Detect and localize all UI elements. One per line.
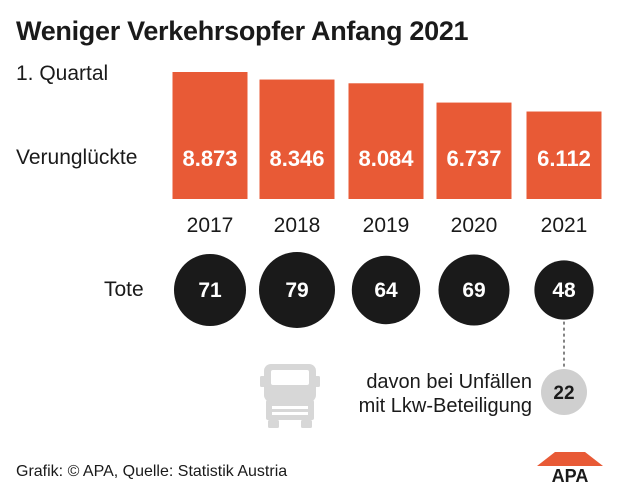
circle-2019 [351, 255, 421, 325]
bar-2020 [436, 102, 512, 199]
apa-logo: APA [537, 452, 603, 482]
sub-circle-2021 [541, 369, 587, 415]
bar-2019 [348, 83, 424, 199]
source-text: Grafik: © APA, Quelle: Statistik Austria [16, 463, 288, 480]
sub-value-group: 22 [541, 369, 587, 415]
bar-2021 [526, 111, 602, 199]
annotation-text: davon bei Unfällen mit Lkw-Beteiligung [330, 370, 532, 418]
circle-series-label: Tote [104, 278, 144, 301]
year-label-2018: 2018 [274, 214, 321, 237]
bar-value-2018: 8.346 [269, 146, 324, 171]
circle-value-2018: 79 [285, 279, 308, 302]
circle-value-2021: 48 [552, 279, 576, 302]
chart-title: Weniger Verkehrsopfer Anfang 2021 [16, 16, 469, 46]
bar-value-2017: 8.873 [182, 146, 237, 171]
circle-2021 [534, 260, 594, 320]
circle-value-2019: 64 [374, 279, 398, 302]
year-label-2017: 2017 [187, 214, 234, 237]
logo-text: APA [552, 466, 589, 482]
bar-2017 [172, 72, 248, 199]
year-labels-group: 2017 2018 2019 2020 2021 [187, 214, 588, 237]
year-label-2019: 2019 [363, 214, 410, 237]
bar-series-label: Verunglückte [16, 146, 138, 169]
circle-2020 [438, 254, 510, 326]
circle-2018 [259, 252, 335, 328]
circles-group: 71 79 64 69 48 [173, 252, 594, 328]
bar-2018 [259, 79, 335, 199]
year-label-2021: 2021 [541, 214, 588, 237]
bar-value-2021: 6.112 [537, 146, 591, 171]
bar-value-2019: 8.084 [358, 146, 414, 171]
sub-value-2021: 22 [553, 383, 574, 404]
circle-value-2020: 69 [462, 279, 485, 302]
circle-value-2017: 71 [198, 279, 222, 302]
circle-2017 [173, 253, 247, 327]
bars-group: 8.873 8.346 8.084 6.737 6.112 [172, 72, 602, 199]
year-label-2020: 2020 [451, 214, 498, 237]
bar-value-2020: 6.737 [446, 146, 501, 171]
annotation-line-1: davon bei Unfällen [366, 371, 532, 393]
annotation-line-2: mit Lkw-Beteiligung [358, 395, 532, 417]
chart-subtitle: 1. Quartal [16, 62, 109, 85]
truck-icon [260, 364, 320, 428]
